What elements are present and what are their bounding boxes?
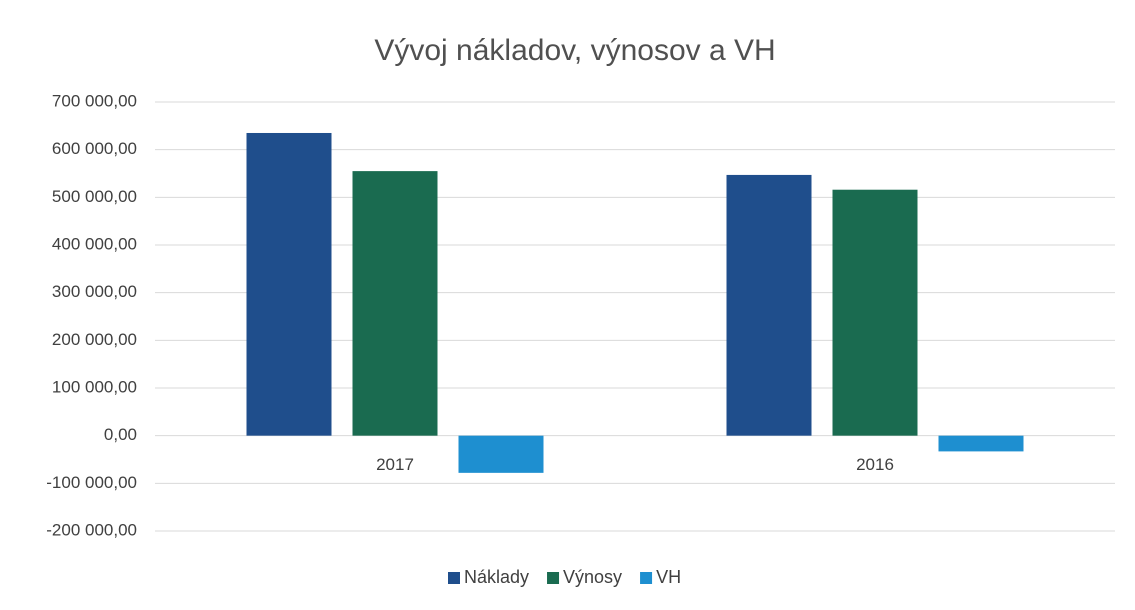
legend-swatch <box>640 572 653 584</box>
bar <box>726 174 812 436</box>
bar <box>246 132 332 436</box>
legend-swatch <box>547 572 560 584</box>
y-tick-label: 100 000,00 <box>52 377 137 396</box>
y-tick-label: 0,00 <box>104 425 137 444</box>
chart-title: Vývoj nákladov, výnosov a VH <box>374 34 775 67</box>
y-tick-label: 200 000,00 <box>52 330 137 349</box>
bar <box>832 189 918 436</box>
x-tick-label: 2016 <box>856 455 894 474</box>
legend-swatch <box>448 572 460 584</box>
y-tick-label: -100 000,00 <box>46 473 137 492</box>
legend-label: Náklady <box>464 567 529 587</box>
bar <box>938 435 1024 452</box>
bar <box>352 171 438 436</box>
y-tick-label: 300 000,00 <box>52 282 137 301</box>
y-tick-label: -200 000,00 <box>46 520 137 539</box>
y-tick-label: 400 000,00 <box>52 234 137 253</box>
y-tick-label: 600 000,00 <box>52 139 137 158</box>
y-tick-label: 500 000,00 <box>52 187 137 206</box>
bar <box>458 435 544 473</box>
x-tick-label: 2017 <box>376 455 414 474</box>
legend-label: VH <box>656 567 681 587</box>
y-tick-label: 700 000,00 <box>52 91 137 110</box>
legend-label: Výnosy <box>563 567 622 587</box>
